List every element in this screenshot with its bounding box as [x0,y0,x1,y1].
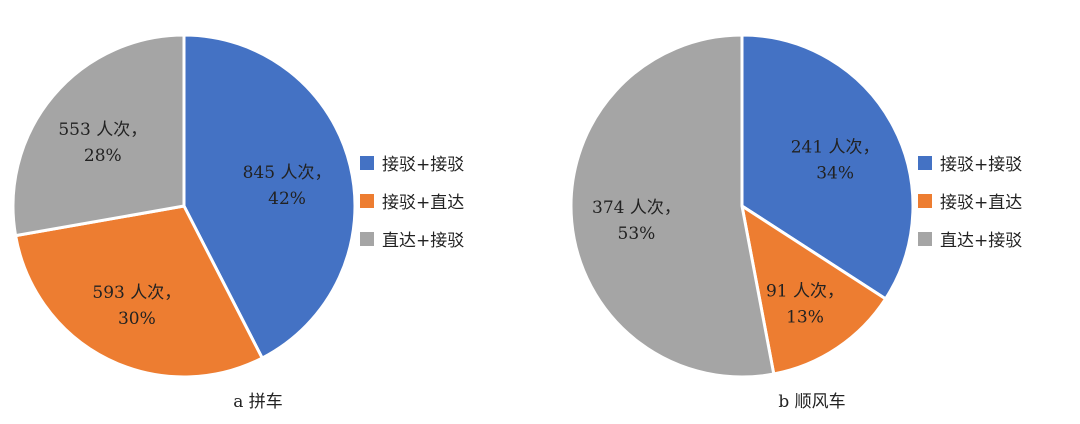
legend-label: 接驳+直达 [382,193,464,213]
slice-label-count: 91 人次， [766,282,844,302]
legend-swatch [918,232,932,246]
slice-label-percent: 34% [816,163,854,183]
legend-swatch [360,232,374,246]
legend-swatch [918,194,932,208]
slice-label-percent: 53% [618,224,656,244]
pie-slice-a-0 [182,33,357,361]
slice-label-count: 374 人次， [592,198,681,218]
slice-label-percent: 28% [84,146,122,166]
caption-a: a 拼车 [233,392,283,412]
slice-label-percent: 42% [268,189,306,209]
slice-label-count: 241 人次， [791,137,880,157]
caption-b: b 顺风车 [778,392,845,412]
slice-label-count: 593 人次， [92,283,181,303]
slice-label-count: 845 人次， [243,163,332,183]
pie-chart-a: 845 人次， 42% 593 人次， 30% 553 人次， 28% [11,33,357,379]
pie-slice-a-2 [11,33,186,238]
slice-label-percent: 13% [786,308,824,328]
legend-swatch [918,156,932,170]
legend-label: 接驳+直达 [940,193,1022,213]
pie-slice-a-1 [13,204,265,379]
legend-label: 接驳+接驳 [382,155,464,175]
legend-label: 直达+接驳 [940,231,1022,251]
pie-chart-b: 241 人次， 34% 91 人次， 13% 374 人次， 53% [569,33,915,379]
pie-slice-b-2 [569,33,776,379]
legend-swatch [360,194,374,208]
slice-label-count: 553 人次， [58,120,147,140]
legend-label: 接驳+接驳 [940,155,1022,175]
legend-label: 直达+接驳 [382,231,464,251]
legend-swatch [360,156,374,170]
slice-label-percent: 30% [118,309,156,329]
pie-slice-b-1 [739,202,888,376]
